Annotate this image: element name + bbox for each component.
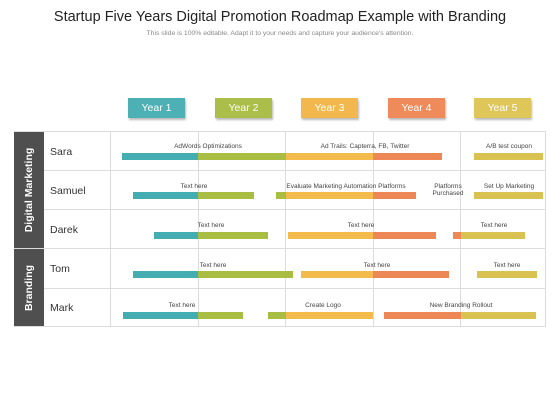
gantt-bar: [198, 192, 254, 199]
year-tab-1: Year 1: [128, 98, 185, 118]
gantt-bar: [198, 232, 268, 239]
task-label: New Branding Rollout: [429, 302, 493, 309]
gantt-bar: [286, 153, 373, 160]
gantt-bar: [477, 271, 537, 278]
person-name: Samuel: [50, 185, 86, 197]
row-divider: [44, 209, 546, 210]
category-branding: Branding: [14, 249, 44, 327]
category-label: Digital Marketing: [23, 147, 35, 232]
column-divider: [110, 131, 111, 327]
gantt-bar: [286, 192, 373, 199]
task-label: Set Up Marketing: [483, 183, 535, 190]
year-tab-2: Year 2: [215, 98, 272, 118]
gantt-bar: [301, 271, 373, 278]
year-tab-5: Year 5: [474, 98, 531, 118]
gantt-bar: [133, 192, 198, 199]
gantt-bar: [198, 153, 293, 160]
person-name: Sara: [50, 146, 73, 158]
task-label: Text here: [197, 222, 225, 229]
task-label: Text here: [493, 262, 521, 269]
year-tab-3: Year 3: [301, 98, 358, 118]
gantt-bar: [198, 271, 293, 278]
column-divider: [198, 131, 199, 327]
task-label: A/B test coupon: [486, 143, 532, 150]
gantt-bar: [474, 153, 543, 160]
row-divider: [14, 248, 546, 249]
row-divider: [44, 170, 546, 171]
gantt-bar: [276, 192, 286, 199]
gantt-bar: [198, 312, 243, 319]
gantt-bar: [461, 312, 536, 319]
gantt-bar: [286, 312, 373, 319]
row-divider: [14, 131, 546, 132]
task-label: Text here: [199, 262, 227, 269]
gantt-bar: [288, 232, 373, 239]
year-tab-4: Year 4: [388, 98, 445, 118]
name-column: Sara Samuel Darek Tom Mark: [44, 131, 110, 327]
person-name: Tom: [50, 263, 70, 275]
gantt-bar: [461, 232, 525, 239]
column-divider: [545, 131, 546, 327]
gantt-bar: [474, 192, 543, 199]
task-label: Create Logo: [305, 302, 341, 309]
roadmap-table: Digital Marketing Branding Sara Samuel D…: [14, 131, 546, 327]
category-digital-marketing: Digital Marketing: [14, 131, 44, 248]
gantt-bar: [154, 232, 198, 239]
column-divider: [285, 131, 286, 327]
task-label: Text here: [480, 222, 508, 229]
task-label: AdWords Optimizations: [174, 143, 242, 150]
person-name: Darek: [50, 224, 79, 236]
task-label: Platforms Purchased: [432, 183, 464, 197]
row-divider: [14, 326, 546, 327]
task-label: Ad Trails: Capterra, FB, Twitter: [320, 143, 410, 150]
gantt-bar: [123, 312, 198, 319]
column-divider: [373, 131, 374, 327]
gantt-bar: [373, 192, 416, 199]
task-label: Text here: [347, 222, 375, 229]
person-name: Mark: [50, 302, 74, 314]
slide-title: Startup Five Years Digital Promotion Roa…: [53, 9, 507, 25]
gantt-bar: [453, 232, 461, 239]
row-divider: [44, 288, 546, 289]
gantt-bar: [373, 153, 442, 160]
gantt-bar: [268, 312, 286, 319]
task-label: Text here: [363, 262, 391, 269]
column-divider: [460, 131, 461, 327]
task-label: Evaluate Marketing Automation Platforms: [286, 183, 406, 190]
gantt-bar: [133, 271, 198, 278]
slide-subtitle: This slide is 100% editable. Adapt it to…: [146, 30, 414, 37]
gantt-bar: [384, 312, 461, 319]
gantt-bar: [373, 232, 436, 239]
gantt-bar: [122, 153, 198, 160]
task-label: Text here: [180, 183, 208, 190]
gantt-bar: [373, 271, 449, 278]
task-label: Text here: [168, 302, 196, 309]
category-label: Branding: [23, 264, 35, 312]
